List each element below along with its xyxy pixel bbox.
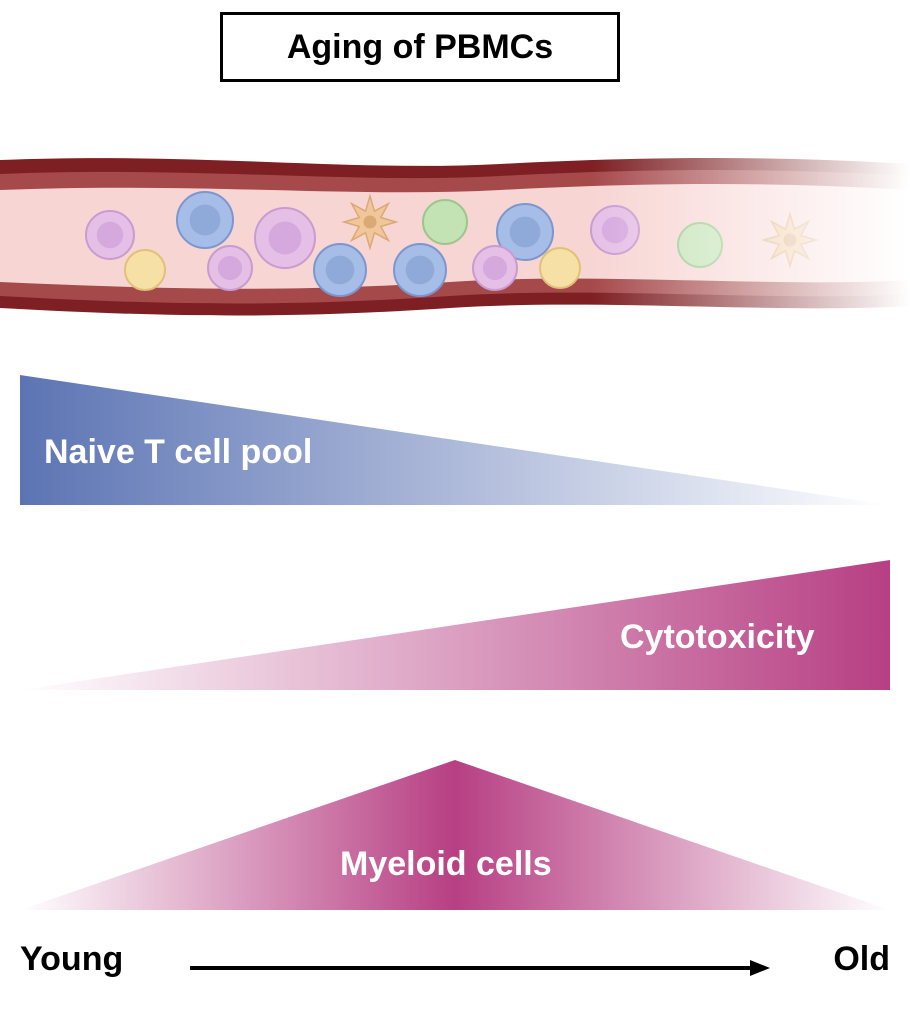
axis-arrow-icon: [190, 958, 770, 978]
wedge-cytotoxicity: Cytotoxicity: [20, 560, 890, 690]
wedge-myeloid: Myeloid cells: [20, 760, 890, 910]
title-box: Aging of PBMCs: [220, 12, 620, 82]
wedge-label-naive: Naive T cell pool: [44, 433, 312, 472]
wedge-label-cytotoxicity: Cytotoxicity: [620, 618, 815, 657]
wedge-label-myeloid: Myeloid cells: [340, 845, 552, 884]
axis-label-old: Old: [833, 940, 890, 979]
blood-vessel-illustration: [0, 150, 910, 320]
axis-label-young: Young: [20, 940, 123, 979]
age-axis: Young Old: [20, 940, 890, 990]
page-title: Aging of PBMCs: [287, 28, 553, 67]
wedge-naive: Naive T cell pool: [20, 375, 890, 505]
